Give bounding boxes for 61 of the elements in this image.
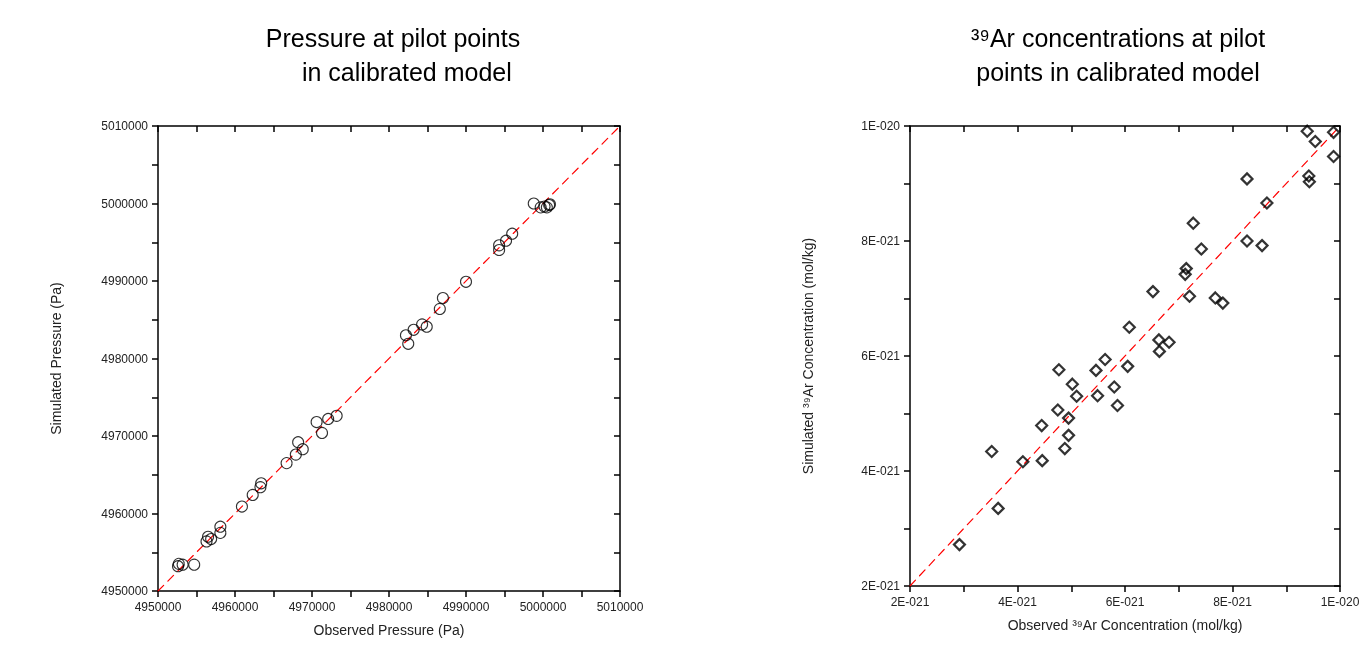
x-tick-label: 4990000 [442, 600, 490, 614]
point [420, 320, 433, 333]
point [402, 337, 415, 350]
point [330, 409, 343, 422]
point [416, 318, 429, 331]
x-tick-label: 4E-021 [998, 595, 1038, 609]
y-tick-label: 1E-020 [861, 119, 901, 133]
y-tick-label: 4970000 [101, 429, 149, 443]
point [280, 457, 293, 470]
x-tick-label: 4970000 [288, 600, 336, 614]
x-axis-title: Observed Pressure (Pa) [313, 622, 465, 638]
y-tick-label: 5010000 [101, 119, 149, 133]
point [246, 488, 259, 501]
point [459, 275, 473, 288]
point [254, 481, 267, 494]
x-tick-label: 4980000 [365, 600, 413, 614]
point [322, 412, 335, 425]
y-tick-label: 4960000 [101, 506, 149, 521]
y-tick-label: 4E-021 [861, 464, 901, 478]
y-tick-label: 4950000 [101, 584, 149, 598]
point [407, 323, 420, 336]
y-tick-label: 2E-021 [861, 579, 901, 593]
point [433, 302, 446, 315]
y-tick-label: 4980000 [101, 351, 149, 366]
point [399, 329, 412, 342]
y-tick-label: 6E-021 [861, 349, 901, 363]
point [493, 239, 506, 252]
x-tick-label: 8E-021 [1213, 595, 1253, 609]
point [493, 243, 506, 257]
y-tick-label: 5000000 [101, 196, 149, 211]
point [289, 448, 302, 461]
point [534, 201, 547, 214]
y-tick-label: 4990000 [101, 274, 149, 288]
x-tick-label: 4960000 [211, 600, 259, 614]
y-axis-title: Simulated ³⁹Ar Concentration (mol/kg) [800, 237, 816, 475]
x-tick-label: 6E-021 [1105, 595, 1145, 609]
y-axis-title: Simulated Pressure (Pa) [48, 282, 64, 435]
point [214, 526, 227, 539]
point [315, 426, 329, 439]
point [255, 477, 268, 490]
point [235, 500, 248, 513]
x-tick-label: 4950000 [134, 600, 182, 614]
point [292, 436, 305, 449]
x-tick-label: 5010000 [596, 600, 644, 614]
chart-title: Pressure at pilot points in calibrated model [265, 24, 521, 86]
point [310, 416, 323, 429]
x-tick-label: 2E-021 [890, 595, 930, 609]
chart-title: ³⁹Ar concentrations at pilot points in calibrated model [970, 24, 1266, 86]
x-tick-label: 1E-020 [1320, 595, 1360, 609]
point [506, 227, 519, 240]
x-tick-label: 5000000 [519, 600, 567, 614]
point [500, 234, 513, 247]
y-tick-label: 8E-021 [861, 234, 901, 248]
point [214, 520, 227, 533]
point [527, 197, 540, 210]
x-axis-title: Observed ³⁹Ar Concentration (mol/kg) [1007, 617, 1243, 633]
point [436, 292, 449, 305]
point [176, 558, 189, 571]
point [188, 558, 201, 571]
point [200, 535, 213, 548]
point [296, 443, 309, 456]
